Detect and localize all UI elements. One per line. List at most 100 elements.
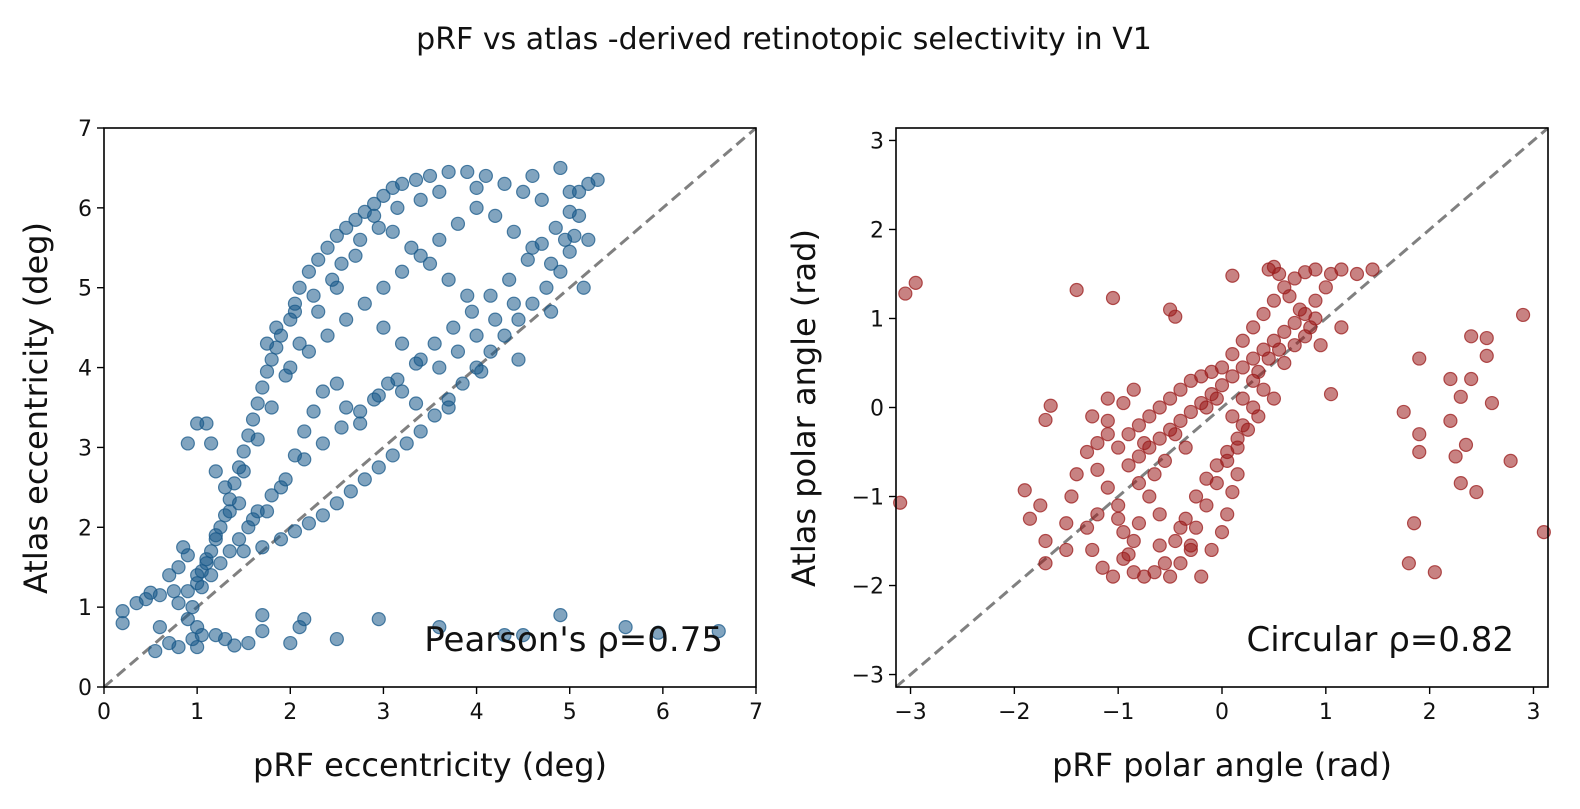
ecc-point-201 <box>474 364 489 379</box>
polar-point-110 <box>1079 520 1095 535</box>
polar-point-142 <box>1443 413 1458 428</box>
ecc-point-99 <box>562 244 577 259</box>
polar-point-161 <box>1297 329 1313 344</box>
polar-point-111 <box>1090 507 1105 522</box>
ecc-point-199 <box>194 580 209 595</box>
polar-point-107 <box>1235 391 1250 406</box>
polar-point-86 <box>1287 271 1302 286</box>
polar-point-0 <box>898 286 913 301</box>
ecc-point-59 <box>208 464 223 479</box>
ecc-point-118 <box>376 320 391 335</box>
ecc-point-159 <box>255 608 270 623</box>
ecc-point-135 <box>292 336 307 351</box>
polar-point-55 <box>1173 382 1188 397</box>
ecc-point-66 <box>297 424 312 439</box>
polar-point-19 <box>1090 462 1105 477</box>
ecc-xtick-label-0: 0 <box>97 700 111 725</box>
polar-point-122 <box>1116 395 1131 411</box>
ecc-point-146 <box>180 612 195 627</box>
polar-point-39 <box>1126 533 1141 549</box>
ecc-point-137 <box>264 400 279 415</box>
ecc-point-8 <box>171 560 186 575</box>
ecc-point-167 <box>497 627 512 643</box>
polar-point-138 <box>1427 565 1442 580</box>
polar-point-118 <box>1214 525 1230 540</box>
polar-point-13 <box>1038 556 1053 571</box>
polar-point-70 <box>1235 360 1250 375</box>
polar-angle-y-axis-label: Atlas polar angle (rad) <box>785 229 823 587</box>
polar-point-119 <box>1220 507 1235 522</box>
ecc-ytick-label-1: 1 <box>78 596 92 621</box>
polar-point-129 <box>1334 262 1349 277</box>
polar-point-4 <box>1105 290 1121 306</box>
ecc-point-51 <box>516 184 531 199</box>
polar-point-128 <box>1266 259 1282 274</box>
polar-xtick-label-4: 1 <box>1319 700 1333 725</box>
polar-point-68 <box>1214 378 1230 393</box>
ecc-point-185 <box>390 372 405 387</box>
polar-point-80 <box>1225 346 1240 362</box>
ecc-ytick-label-3: 3 <box>78 436 92 461</box>
polar-point-150 <box>1479 330 1494 346</box>
polar-xtick-label-6: 3 <box>1526 700 1540 725</box>
ecc-point-197 <box>213 556 228 571</box>
polar-point-49 <box>1090 436 1105 451</box>
ecc-point-52 <box>534 192 549 207</box>
ecc-point-42 <box>376 188 391 203</box>
ecc-ytick-label-6: 6 <box>78 197 92 222</box>
ecc-point-187 <box>353 404 368 419</box>
ecc-ytick-label-0: 0 <box>78 676 92 701</box>
ecc-point-94 <box>497 328 512 343</box>
polar-point-144 <box>1453 476 1468 491</box>
ecc-point-140 <box>222 504 237 519</box>
ecc-point-93 <box>483 344 498 359</box>
polar-point-52 <box>1142 409 1157 424</box>
ecc-point-188 <box>334 420 349 435</box>
ecc-point-85 <box>371 460 386 475</box>
polar-point-45 <box>1131 476 1147 491</box>
ecc-point-114 <box>339 312 354 327</box>
polar-point-125 <box>1085 409 1100 424</box>
polar-point-75 <box>1287 315 1302 331</box>
ecc-point-1 <box>115 616 130 631</box>
polar-point-100 <box>1230 440 1245 455</box>
ecc-point-125 <box>506 296 521 311</box>
polar-point-18 <box>1079 444 1095 460</box>
polar-point-8 <box>1038 412 1053 428</box>
polar-point-146 <box>1458 437 1474 452</box>
polar-point-21 <box>1111 498 1126 513</box>
ecc-point-80 <box>301 516 317 531</box>
polar-xtick-label-2: −1 <box>1102 700 1134 725</box>
ecc-point-211 <box>390 200 405 215</box>
ecc-point-53 <box>553 160 568 176</box>
polar-point-2 <box>893 495 908 510</box>
polar-xtick-label-3: 0 <box>1215 700 1229 725</box>
polar-point-140 <box>1406 516 1422 531</box>
polar-point-17 <box>1069 467 1084 482</box>
polar-point-1 <box>908 275 923 290</box>
ecc-point-121 <box>432 360 447 375</box>
polar-point-91 <box>1282 289 1297 304</box>
ecc-point-145 <box>171 596 186 611</box>
polar-point-30 <box>1188 489 1204 504</box>
polar-point-121 <box>1230 467 1245 482</box>
polar-point-16 <box>1064 489 1079 504</box>
ecc-point-134 <box>311 304 326 319</box>
polar-point-167 <box>1251 364 1266 379</box>
polar-ytick-label-4: 1 <box>870 307 884 332</box>
ecc-ytick-label-2: 2 <box>78 516 92 541</box>
ecc-point-126 <box>460 288 475 303</box>
ecc-point-78 <box>273 532 289 547</box>
polar-point-151 <box>1479 348 1494 363</box>
polar-point-162 <box>1308 311 1323 326</box>
polar-point-160 <box>1287 338 1302 353</box>
polar-point-84 <box>1266 293 1282 308</box>
polar-point-109 <box>1235 418 1250 433</box>
ecc-point-157 <box>227 638 242 653</box>
polar-point-108 <box>1246 400 1261 415</box>
polar-angle-y-ticks: −3 −2 −1 0 1 2 3 <box>852 129 896 689</box>
polar-point-120 <box>1225 484 1240 500</box>
polar-point-35 <box>1085 542 1100 558</box>
ecc-point-142 <box>199 552 214 567</box>
